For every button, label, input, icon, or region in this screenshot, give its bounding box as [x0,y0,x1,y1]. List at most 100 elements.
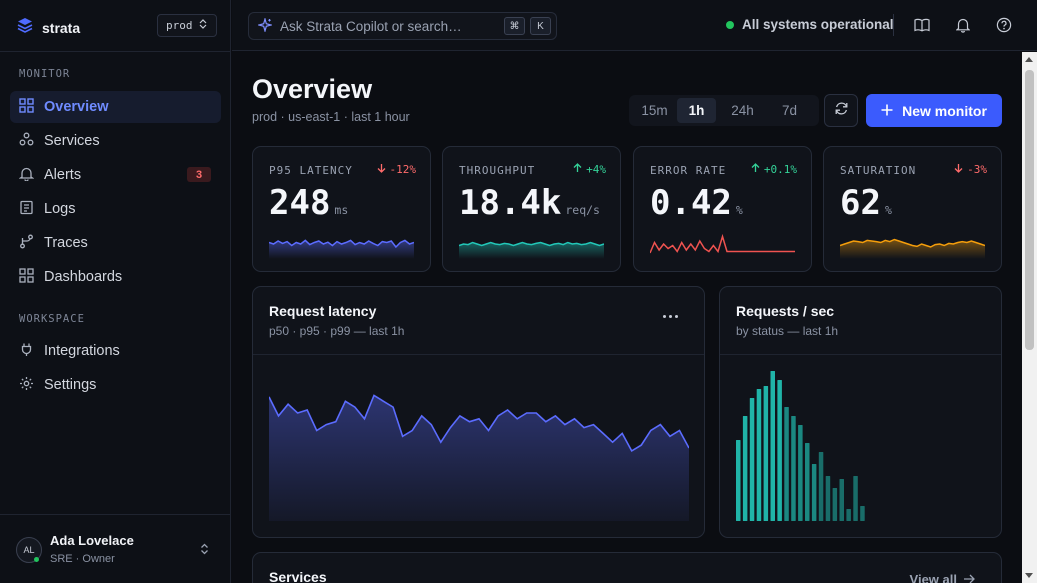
sparkline [840,238,985,259]
arrow-up-icon [751,163,760,176]
kpi-value: 0.42 % [650,183,743,223]
rps-bar [853,476,858,521]
kpi-card-error-rate[interactable]: ERROR RATE +0.1% 0.42 % [633,146,812,272]
kpi-label: SATURATION [840,164,917,177]
kpi-label: ERROR RATE [650,164,727,177]
kpi-value: 248 ms [269,183,348,223]
more-options-icon[interactable] [663,315,678,318]
rps-bar [736,440,741,521]
dashboard-icon [19,267,34,287]
sidebar-item-integrations[interactable]: Integrations [10,335,221,367]
kpi-delta-value: +4% [586,163,606,176]
kpi-unit: % [735,203,743,217]
rps-bar [811,464,817,521]
sparkline-line [269,239,414,249]
sidebar-item-label: Dashboards [44,269,123,285]
scroll-down-arrow[interactable] [1025,573,1033,578]
user-name: Ada Lovelace [50,533,134,548]
sidebar-item-services[interactable]: Services [10,125,221,157]
online-status-dot [34,557,39,562]
services-icon [19,132,34,151]
range-option-24h[interactable]: 24h [731,103,754,118]
rps-bar [791,416,796,521]
sparkline [269,239,414,259]
refresh-button[interactable] [824,94,858,127]
vertical-scrollbar[interactable] [1022,52,1037,583]
panel-title: Requests / sec [736,303,835,319]
chevron-updown-icon [199,19,207,32]
kpi-value: 62 % [840,183,892,223]
kpi-delta: +4% [573,163,606,176]
rps-bar [756,389,762,521]
rps-bar [749,398,755,521]
time-range-selector: 15m 1h 24h 7d [629,95,819,126]
sparkline [459,241,604,259]
latency-line [269,394,689,453]
page-subtitle: prod · us-east-1 · last 1 hour [252,110,410,124]
kbd-k: K [530,17,551,35]
range-option-7d[interactable]: 7d [781,103,798,118]
sidebar-item-overview[interactable]: Overview [10,91,221,123]
panel-request-latency: Request latency p50 · p95 · p99 — last 1… [252,286,705,538]
scroll-up-arrow[interactable] [1025,57,1033,62]
kpi-label: P95 LATENCY [269,164,353,177]
kpi-unit: req/s [565,203,600,217]
sidebar-item-alerts[interactable]: Alerts 3 [10,159,221,191]
panel-title: Services [269,569,327,583]
view-all-label: View all [909,572,957,583]
sidebar-item-label: Overview [44,99,109,115]
rps-bar [770,371,775,521]
range-option-1h[interactable]: 1h [677,98,716,123]
search-placeholder: Ask Strata Copilot or search… [280,18,462,34]
sidebar-item-label: Settings [44,377,97,393]
rps-bar [846,509,851,521]
kpi-value: 18.4k req/s [459,183,600,223]
avatar-initials: AL [23,545,35,555]
sidebar-item-label: Logs [44,201,76,217]
sidebar-item-settings[interactable]: Settings [10,369,221,401]
avatar: AL [16,537,42,563]
range-option-15m[interactable]: 15m [641,103,668,118]
logs-icon [19,200,34,219]
view-all-link[interactable]: View all [910,572,975,583]
sidebar-item-label: Alerts [44,167,82,183]
status-text: All systems operational [742,17,894,32]
search-input[interactable]: Ask Strata Copilot or search… ⌘ K [248,12,557,40]
user-menu[interactable]: AL Ada Lovelace SRE · Owner [0,514,231,583]
kpi-unit: % [884,203,892,217]
sparkline-line [840,238,985,248]
brand[interactable]: strata [16,16,80,39]
sidebar-item-dashboards[interactable]: Dashboards [10,261,221,293]
kpi-number: 62 [840,183,881,223]
section-monitor: MONITOR [19,68,71,80]
arrow-down-icon [377,163,386,176]
system-status[interactable]: All systems operational [726,17,894,32]
kpi-label: THROUGHPUT [459,164,536,177]
rps-bar [832,488,838,521]
sidebar-item-logs[interactable]: Logs [10,193,221,225]
kpi-card-p95-latency[interactable]: P95 LATENCY -12% 248 ms [252,146,431,272]
rps-bar [805,443,810,521]
topbar: Ask Strata Copilot or search… ⌘ K All sy… [232,0,1037,51]
new-monitor-button[interactable]: New monitor [866,94,1002,127]
traces-icon [19,234,34,253]
kpi-card-saturation[interactable]: SATURATION -3% 62 % [823,146,1002,272]
env-select[interactable]: prod [157,14,217,37]
docs-book-icon[interactable] [912,15,932,35]
bell-icon[interactable] [953,15,973,35]
panel-requests-per-sec: Requests / sec by status — last 1h [719,286,1002,538]
sparkle-icon [256,16,274,35]
rps-bar [839,479,844,521]
gear-icon [19,376,34,395]
sidebar-item-traces[interactable]: Traces [10,227,221,259]
rps-bar [798,425,803,521]
scrollbar-thumb[interactable] [1025,70,1034,350]
help-icon[interactable] [994,15,1014,35]
page-title: Overview [252,74,373,104]
kpi-card-throughput[interactable]: THROUGHPUT +4% 18.4k req/s [442,146,621,272]
rps-bar [825,476,831,521]
panel-subtitle: p50 · p95 · p99 — last 1h [269,324,405,338]
rps-bar [742,416,748,521]
arrow-up-icon [573,163,582,176]
kpi-number: 0.42 [650,183,732,223]
